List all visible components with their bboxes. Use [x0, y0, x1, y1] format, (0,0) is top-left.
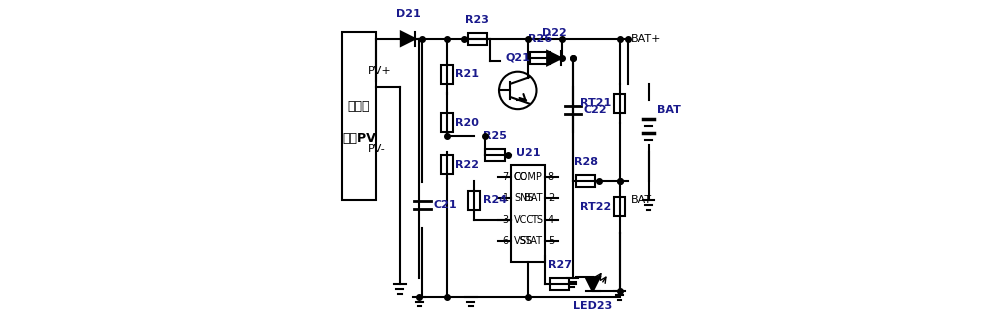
- Text: U21: U21: [516, 148, 541, 158]
- Bar: [441, 155, 453, 174]
- Bar: [485, 149, 505, 161]
- Polygon shape: [547, 51, 561, 65]
- Bar: [576, 175, 595, 187]
- Text: R27: R27: [548, 260, 572, 270]
- Text: 4: 4: [548, 215, 554, 224]
- Text: TS: TS: [531, 215, 543, 224]
- Text: BAT-: BAT-: [631, 195, 655, 205]
- Text: C22: C22: [584, 105, 608, 115]
- Text: VCC: VCC: [514, 215, 534, 224]
- Text: D21: D21: [396, 9, 420, 19]
- Text: D22: D22: [542, 28, 567, 38]
- Text: 太阳能: 太阳能: [348, 100, 370, 113]
- Text: R22: R22: [455, 160, 479, 170]
- Bar: [530, 52, 550, 64]
- Polygon shape: [401, 32, 415, 46]
- Text: BAT: BAT: [524, 193, 543, 203]
- Text: CC: CC: [514, 172, 527, 182]
- Text: BAT+: BAT+: [631, 34, 661, 44]
- Bar: [550, 278, 569, 290]
- Text: R26: R26: [528, 34, 552, 44]
- Text: R28: R28: [574, 157, 598, 167]
- Text: RT21: RT21: [580, 99, 611, 108]
- Text: C21: C21: [434, 200, 457, 210]
- Text: COMP: COMP: [514, 172, 543, 182]
- Text: PV+: PV+: [368, 66, 391, 76]
- Text: LED23: LED23: [573, 301, 612, 311]
- Bar: [468, 33, 487, 45]
- Bar: [342, 32, 376, 200]
- Text: 6: 6: [503, 236, 509, 246]
- Bar: [468, 191, 480, 210]
- Text: R25: R25: [483, 131, 507, 141]
- Text: 1: 1: [503, 193, 509, 203]
- Text: RT22: RT22: [580, 202, 611, 212]
- Text: 3: 3: [503, 215, 509, 224]
- Text: 电池PV: 电池PV: [342, 132, 376, 145]
- Text: STAT: STAT: [520, 236, 543, 246]
- Bar: [441, 113, 453, 132]
- Bar: [614, 197, 625, 216]
- Text: 7: 7: [502, 172, 509, 182]
- Bar: [511, 165, 545, 262]
- Bar: [441, 65, 453, 84]
- Text: R24: R24: [483, 195, 507, 205]
- Text: PV-: PV-: [368, 144, 385, 153]
- Text: R21: R21: [455, 69, 479, 79]
- Text: R23: R23: [465, 15, 489, 25]
- Text: 8: 8: [548, 172, 554, 182]
- Text: BAT: BAT: [657, 105, 681, 115]
- Text: VSS: VSS: [514, 236, 533, 246]
- Text: 2: 2: [548, 193, 554, 203]
- Bar: [614, 94, 625, 113]
- Text: SNS: SNS: [514, 193, 534, 203]
- Text: R20: R20: [455, 118, 479, 128]
- Text: 5: 5: [548, 236, 554, 246]
- Polygon shape: [586, 277, 600, 291]
- Text: Q21: Q21: [505, 52, 530, 62]
